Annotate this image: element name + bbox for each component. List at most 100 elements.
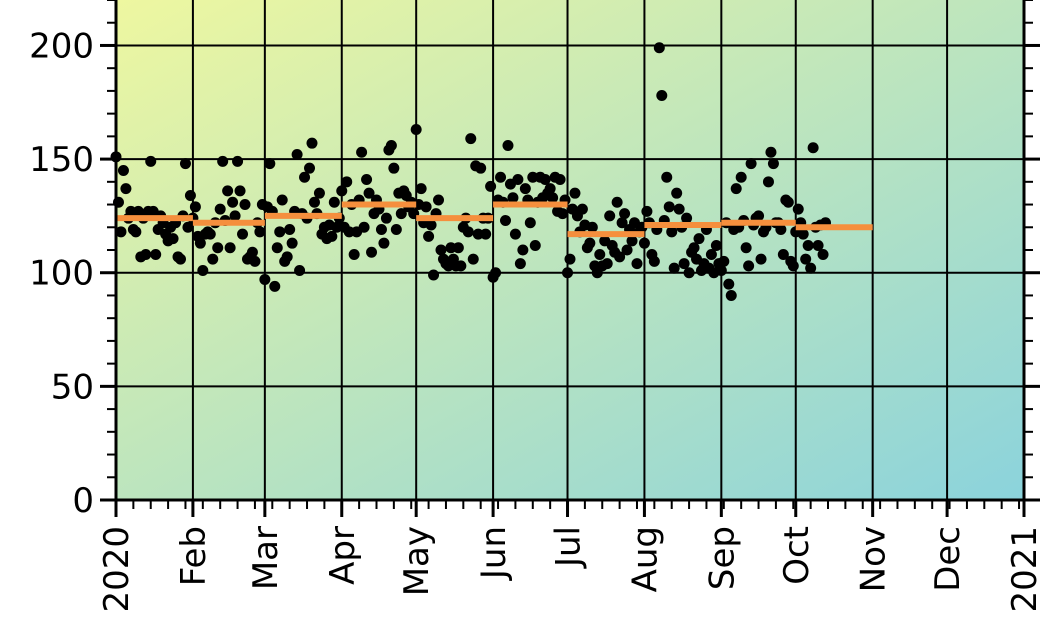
data-point <box>715 264 727 276</box>
data-point <box>490 267 502 279</box>
y-tick-label: 200 <box>29 26 94 66</box>
data-point <box>433 194 445 206</box>
data-point <box>743 260 755 272</box>
data-point <box>586 221 598 233</box>
data-point <box>626 235 638 247</box>
data-point <box>237 228 249 240</box>
data-point <box>502 139 514 151</box>
data-point <box>745 158 757 170</box>
axes <box>100 0 1040 517</box>
data-point <box>564 253 576 265</box>
data-point <box>569 187 581 199</box>
data-point <box>584 237 596 249</box>
data-point <box>480 228 492 240</box>
y-tick-label: 100 <box>29 254 94 294</box>
data-point <box>452 242 464 254</box>
data-point <box>554 174 566 186</box>
data-point <box>207 253 219 265</box>
data-point <box>140 249 152 261</box>
data-point <box>802 239 814 251</box>
data-point <box>246 246 258 258</box>
data-point <box>227 196 239 208</box>
data-point <box>271 242 283 254</box>
data-point <box>390 224 402 236</box>
y-tick-label: 50 <box>51 367 94 407</box>
data-point <box>222 185 234 197</box>
data-point <box>666 226 678 238</box>
data-point <box>710 239 722 251</box>
data-point <box>462 226 474 238</box>
data-point <box>385 139 397 151</box>
data-point <box>217 155 229 167</box>
x-tick-label: Oct <box>777 526 817 585</box>
data-point <box>601 258 613 270</box>
data-point <box>517 244 529 256</box>
data-point <box>395 208 407 220</box>
data-point <box>326 230 338 242</box>
data-point <box>688 242 700 254</box>
data-point <box>380 212 392 224</box>
data-point <box>621 244 633 256</box>
data-point <box>509 228 521 240</box>
data-point <box>604 210 616 222</box>
data-point <box>797 228 809 240</box>
data-point <box>455 260 467 272</box>
data-point <box>725 289 737 301</box>
data-point <box>787 260 799 272</box>
data-point <box>304 162 316 174</box>
data-point <box>805 262 817 274</box>
data-point <box>611 196 623 208</box>
data-point <box>145 155 157 167</box>
data-point <box>656 89 668 101</box>
data-point <box>753 210 765 222</box>
data-point <box>286 237 298 249</box>
data-point <box>291 149 303 161</box>
data-point <box>229 210 241 222</box>
data-point <box>663 201 675 213</box>
data-point <box>817 249 829 261</box>
data-point <box>765 146 777 158</box>
data-point <box>378 237 390 249</box>
data-point <box>239 199 251 211</box>
data-point <box>705 249 717 261</box>
data-point <box>475 162 487 174</box>
data-point <box>363 187 375 199</box>
data-point <box>194 237 206 249</box>
x-tick-label: 2021 <box>1005 526 1045 613</box>
data-point <box>730 183 742 195</box>
data-point <box>775 224 787 236</box>
data-point <box>425 219 437 231</box>
data-point <box>184 189 196 201</box>
data-point <box>259 274 271 286</box>
data-point <box>117 164 129 176</box>
data-point <box>358 221 370 233</box>
data-point <box>547 192 559 204</box>
data-point <box>668 262 680 274</box>
data-point <box>224 242 236 254</box>
data-point <box>495 171 507 183</box>
data-point <box>306 137 318 149</box>
x-tick-label: Jul <box>549 526 589 569</box>
data-point <box>619 208 631 220</box>
data-point <box>281 251 293 263</box>
data-point <box>212 242 224 254</box>
data-point <box>519 183 531 195</box>
data-point <box>336 185 348 197</box>
data-point <box>375 224 387 236</box>
data-point <box>718 255 730 267</box>
data-point <box>308 196 320 208</box>
data-point <box>678 258 690 270</box>
data-point <box>693 233 705 245</box>
data-point <box>673 203 685 215</box>
data-point <box>356 146 368 158</box>
data-point <box>512 174 524 186</box>
x-tick-label: Jun <box>474 526 514 581</box>
data-point <box>631 258 643 270</box>
data-point <box>539 174 551 186</box>
data-point <box>410 124 422 136</box>
data-point <box>661 171 673 183</box>
data-point <box>723 278 735 290</box>
data-point <box>681 212 693 224</box>
data-point <box>514 258 526 270</box>
data-point <box>653 42 665 54</box>
